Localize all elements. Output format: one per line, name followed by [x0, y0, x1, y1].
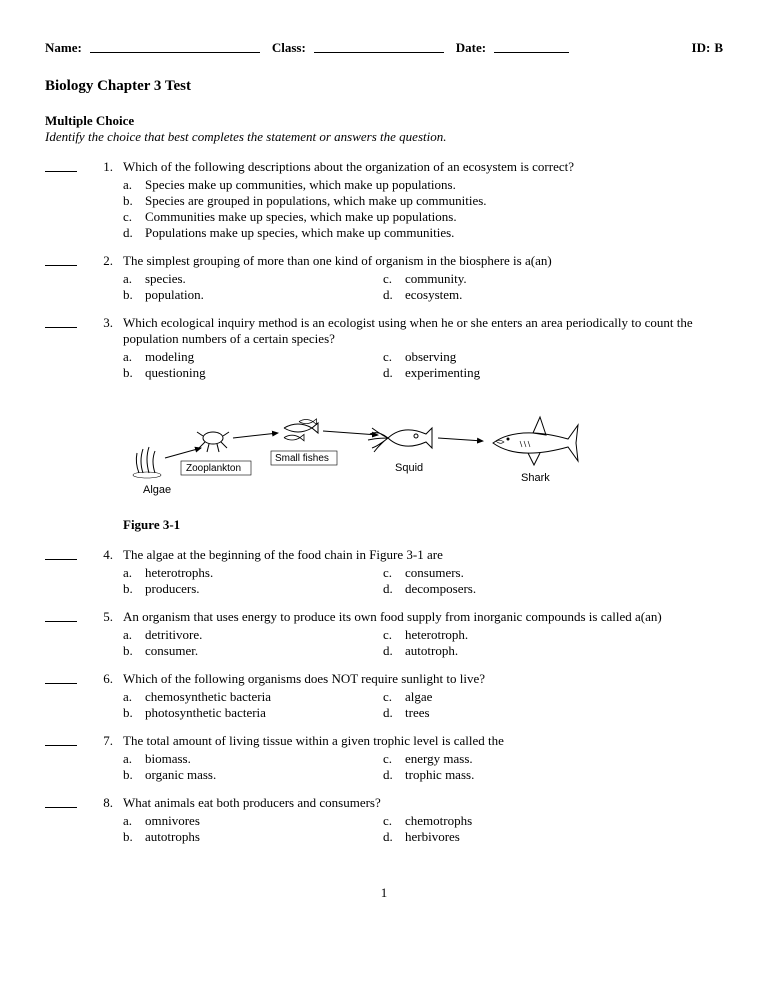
- question-number: 4.: [93, 547, 113, 597]
- option: b.questioning: [123, 365, 383, 381]
- question-text: What animals eat both producers and cons…: [123, 795, 723, 811]
- option: d.trophic mass.: [383, 767, 723, 783]
- question: 2. The simplest grouping of more than on…: [45, 253, 723, 303]
- answer-blank[interactable]: [45, 315, 77, 328]
- fc-label: Squid: [395, 462, 423, 474]
- option: c.consumers.: [383, 565, 723, 581]
- id-value: B: [714, 40, 723, 56]
- option: d.autotroph.: [383, 643, 723, 659]
- option: c.Communities make up species, which mak…: [123, 209, 723, 225]
- fc-label: Algae: [143, 484, 171, 496]
- option: b.Species are grouped in populations, wh…: [123, 193, 723, 209]
- option: a.species.: [123, 271, 383, 287]
- option: b.autotrophs: [123, 829, 383, 845]
- test-title: Biology Chapter 3 Test: [45, 78, 723, 95]
- option: d.decomposers.: [383, 581, 723, 597]
- question-number: 6.: [93, 671, 113, 721]
- question-number: 7.: [93, 733, 113, 783]
- option: a.omnivores: [123, 813, 383, 829]
- option: c.chemotrophs: [383, 813, 723, 829]
- figure-foodchain: Algae Zooplankton Small fishes: [123, 393, 723, 507]
- answer-blank[interactable]: [45, 671, 77, 684]
- date-blank[interactable]: [494, 40, 569, 53]
- name-label: Name:: [45, 40, 82, 56]
- question-number: 3.: [93, 315, 113, 381]
- id-label: ID:: [692, 40, 711, 56]
- answer-blank[interactable]: [45, 733, 77, 746]
- question-text: Which ecological inquiry method is an ec…: [123, 315, 723, 347]
- option: b.population.: [123, 287, 383, 303]
- question: 5. An organism that uses energy to produ…: [45, 609, 723, 659]
- question-text: The total amount of living tissue within…: [123, 733, 723, 749]
- fc-label: Zooplankton: [186, 463, 241, 474]
- question: 8. What animals eat both producers and c…: [45, 795, 723, 845]
- option: d.ecosystem.: [383, 287, 723, 303]
- option: a.detritivore.: [123, 627, 383, 643]
- question-text: Which of the following organisms does NO…: [123, 671, 723, 687]
- option: a.modeling: [123, 349, 383, 365]
- answer-blank[interactable]: [45, 795, 77, 808]
- option: a.chemosynthetic bacteria: [123, 689, 383, 705]
- section-head: Multiple Choice: [45, 113, 723, 129]
- question-number: 1.: [93, 159, 113, 241]
- question: 1. Which of the following descriptions a…: [45, 159, 723, 241]
- question: 3. Which ecological inquiry method is an…: [45, 315, 723, 381]
- question: 6. Which of the following organisms does…: [45, 671, 723, 721]
- question-text: An organism that uses energy to produce …: [123, 609, 723, 625]
- option: b.consumer.: [123, 643, 383, 659]
- option: a.biomass.: [123, 751, 383, 767]
- question-number: 8.: [93, 795, 113, 845]
- answer-blank[interactable]: [45, 547, 77, 560]
- question-text: The simplest grouping of more than one k…: [123, 253, 723, 269]
- question-text: The algae at the beginning of the food c…: [123, 547, 723, 563]
- question-number: 2.: [93, 253, 113, 303]
- option: d.Populations make up species, which mak…: [123, 225, 723, 241]
- fc-label: Small fishes: [275, 453, 329, 464]
- fc-label: Shark: [521, 472, 550, 484]
- figure-caption: Figure 3-1: [123, 517, 723, 533]
- option: b.producers.: [123, 581, 383, 597]
- option: b.photosynthetic bacteria: [123, 705, 383, 721]
- class-label: Class:: [272, 40, 306, 56]
- question: 4. The algae at the beginning of the foo…: [45, 547, 723, 597]
- option: c.community.: [383, 271, 723, 287]
- page-number: 1: [45, 885, 723, 901]
- answer-blank[interactable]: [45, 159, 77, 172]
- question-text: Which of the following descriptions abou…: [123, 159, 723, 175]
- answer-blank[interactable]: [45, 609, 77, 622]
- option: d.experimenting: [383, 365, 723, 381]
- option: b.organic mass.: [123, 767, 383, 783]
- option: c.algae: [383, 689, 723, 705]
- date-label: Date:: [456, 40, 486, 56]
- option: c.observing: [383, 349, 723, 365]
- instructions: Identify the choice that best completes …: [45, 129, 723, 145]
- option: a.heterotrophs.: [123, 565, 383, 581]
- class-blank[interactable]: [314, 40, 444, 53]
- question: 7. The total amount of living tissue wit…: [45, 733, 723, 783]
- option: d.trees: [383, 705, 723, 721]
- option: c.energy mass.: [383, 751, 723, 767]
- option: d.herbivores: [383, 829, 723, 845]
- name-blank[interactable]: [90, 40, 260, 53]
- question-number: 5.: [93, 609, 113, 659]
- option: c.heterotroph.: [383, 627, 723, 643]
- option: a.Species make up communities, which mak…: [123, 177, 723, 193]
- answer-blank[interactable]: [45, 253, 77, 266]
- header: Name: Class: Date: ID: B: [45, 40, 723, 56]
